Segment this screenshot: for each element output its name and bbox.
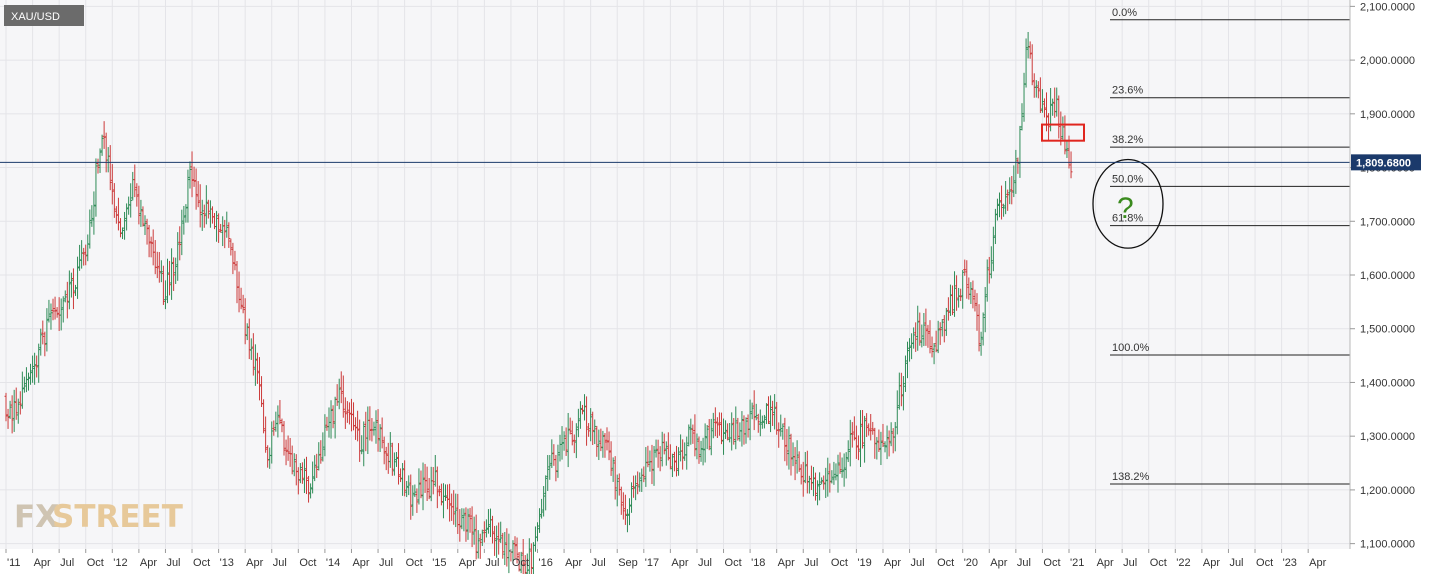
- x-tick-label: Jul: [1123, 557, 1137, 569]
- x-tick-label: Apr: [1309, 557, 1326, 569]
- y-tick-label: 1,400.0000: [1360, 377, 1415, 389]
- x-tick-label: Sep: [618, 557, 638, 569]
- x-tick-label: '14: [326, 557, 340, 569]
- time-axis[interactable]: '11 Apr Jul Oct '12 Apr Jul Oct '13 Apr Jul Oct '14 A…: [5, 549, 1327, 569]
- fib-level-label: 100.0%: [1112, 342, 1150, 354]
- fib-level-label: 23.6%: [1112, 85, 1143, 97]
- current-price-label: 1,809.6800: [1356, 157, 1411, 169]
- x-tick-label: Oct: [831, 557, 848, 569]
- x-tick-label: Oct: [299, 557, 316, 569]
- candlestick-series: [4, 31, 1073, 579]
- fib-level-label: 0.0%: [1112, 7, 1137, 19]
- x-tick-label: Oct: [87, 557, 104, 569]
- question-mark: ?: [1117, 192, 1134, 225]
- y-tick-label: 1,300.0000: [1360, 431, 1415, 443]
- x-tick-label: Oct: [512, 557, 529, 569]
- x-tick-label: '21: [1070, 557, 1084, 569]
- x-tick-label: Jul: [60, 557, 74, 569]
- x-tick-label: Jul: [592, 557, 606, 569]
- current-price-tag: 1,809.6800: [1351, 154, 1421, 171]
- x-tick-label: Oct: [193, 557, 210, 569]
- annotations: ?: [1041, 123, 1164, 249]
- x-tick-label: Apr: [1203, 557, 1220, 569]
- y-tick-label: 1,600.0000: [1360, 270, 1415, 282]
- x-tick-label: Apr: [565, 557, 582, 569]
- x-tick-label: Apr: [884, 557, 901, 569]
- y-tick-label: 2,000.0000: [1360, 55, 1415, 67]
- x-tick-label: '17: [645, 557, 659, 569]
- target-ellipse: [1092, 158, 1164, 249]
- x-tick-label: '11: [7, 557, 21, 569]
- y-tick-label: 1,500.0000: [1360, 324, 1415, 336]
- x-tick-label: Jul: [379, 557, 393, 569]
- x-tick-label: '13: [220, 557, 234, 569]
- x-tick-label: Apr: [671, 557, 688, 569]
- x-tick-label: Oct: [1256, 557, 1273, 569]
- x-tick-label: '16: [539, 557, 553, 569]
- x-tick-label: Jul: [698, 557, 712, 569]
- x-tick-label: '22: [1176, 557, 1190, 569]
- price-axis-background: [1350, 0, 1440, 574]
- x-tick-label: Oct: [406, 557, 423, 569]
- x-tick-label: '12: [113, 557, 127, 569]
- x-tick-label: Jul: [485, 557, 499, 569]
- fibonacci-retracement[interactable]: 0.0% 23.6% 38.2% 50.0% 61.8% 100.0% 138.2%: [1110, 7, 1350, 485]
- x-tick-label: Apr: [246, 557, 263, 569]
- x-tick-label: Oct: [1043, 557, 1060, 569]
- x-tick-label: '23: [1283, 557, 1297, 569]
- fib-level-label: 50.0%: [1112, 173, 1143, 185]
- x-tick-label: '15: [432, 557, 446, 569]
- x-tick-label: Apr: [990, 557, 1007, 569]
- x-tick-label: Jul: [911, 557, 925, 569]
- watermark-fx-text: FX: [14, 499, 59, 535]
- x-tick-label: Apr: [352, 557, 369, 569]
- x-tick-label: '20: [964, 557, 978, 569]
- current-price-tag-bg: [1351, 154, 1421, 171]
- y-tick-label: 1,900.0000: [1360, 109, 1415, 121]
- y-tick-label: 1,700.0000: [1360, 216, 1415, 228]
- x-tick-label: Apr: [140, 557, 157, 569]
- x-tick-label: Jul: [1017, 557, 1031, 569]
- symbol-label: XAU/USD: [11, 11, 60, 23]
- highlight-box: [1041, 123, 1085, 142]
- fib-level-label: 61.8%: [1112, 213, 1143, 225]
- x-tick-label: Oct: [937, 557, 954, 569]
- watermark-logo: FX STREET: [14, 499, 183, 535]
- watermark-street-text: STREET: [52, 499, 183, 535]
- x-tick-label: Apr: [778, 557, 795, 569]
- x-tick-label: Jul: [1229, 557, 1243, 569]
- x-tick-label: Oct: [725, 557, 742, 569]
- x-tick-label: Jul: [166, 557, 180, 569]
- x-tick-label: Oct: [1150, 557, 1167, 569]
- symbol-badge[interactable]: XAU/USD: [4, 5, 84, 26]
- y-tick-label: 1,100.0000: [1360, 539, 1415, 551]
- y-tick-label: 1,200.0000: [1360, 485, 1415, 497]
- fib-level-label: 138.2%: [1112, 471, 1150, 483]
- x-tick-label: Apr: [1097, 557, 1114, 569]
- x-tick-label: Apr: [459, 557, 476, 569]
- symbol-badge-bg: [4, 5, 84, 26]
- x-tick-label: '19: [857, 557, 871, 569]
- x-tick-label: Jul: [273, 557, 287, 569]
- fib-level-label: 38.2%: [1112, 134, 1143, 146]
- price-axis[interactable]: 1,100.0000 1,200.0000 1,300.0000 1,400.0000…: [1350, 1, 1415, 551]
- grid: [0, 0, 1350, 549]
- x-tick-label: Apr: [34, 557, 51, 569]
- time-axis-background: [0, 549, 1350, 574]
- x-tick-label: '18: [751, 557, 765, 569]
- y-tick-label: 2,100.0000: [1360, 1, 1415, 13]
- x-tick-label: Jul: [804, 557, 818, 569]
